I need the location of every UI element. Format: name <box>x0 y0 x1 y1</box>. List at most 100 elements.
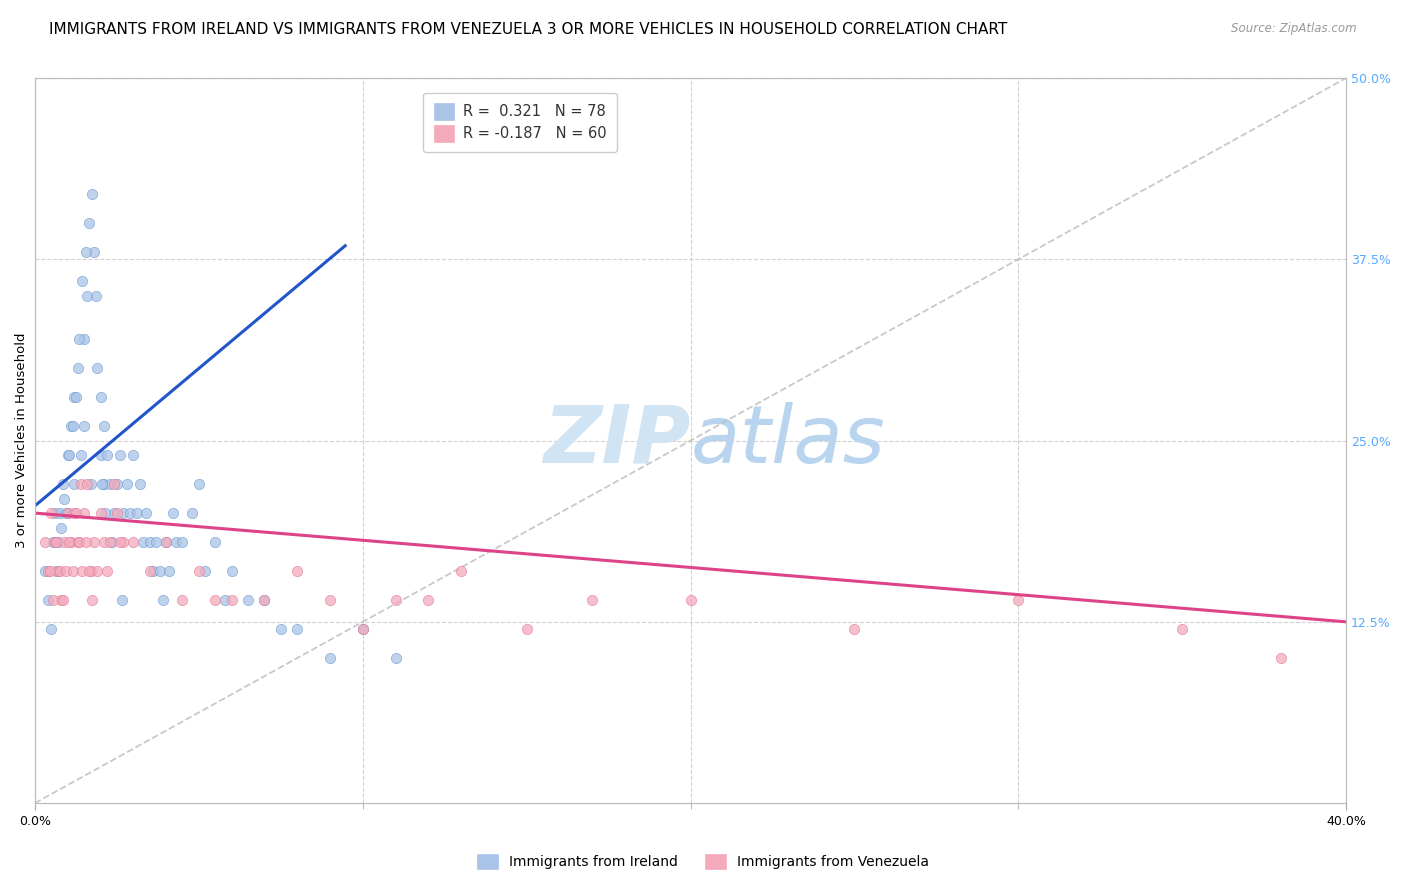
Point <box>94 506 117 520</box>
Point <box>73 419 96 434</box>
Text: atlas: atlas <box>690 401 886 480</box>
Point <box>172 535 194 549</box>
Point <box>105 506 128 520</box>
Point <box>34 564 56 578</box>
Point <box>65 506 87 520</box>
Point <box>46 564 69 578</box>
Point <box>112 535 135 549</box>
Text: ZIP: ZIP <box>543 401 690 480</box>
Point <box>101 535 124 549</box>
Point <box>72 274 94 288</box>
Point <box>679 593 702 607</box>
Point <box>221 593 243 607</box>
Point <box>162 506 184 520</box>
Point <box>112 506 135 520</box>
Point <box>155 535 177 549</box>
Point <box>86 361 108 376</box>
Point <box>83 245 105 260</box>
Point <box>108 535 131 549</box>
Point <box>516 622 538 636</box>
Point <box>285 622 308 636</box>
Point <box>236 593 259 607</box>
Point <box>187 477 209 491</box>
Point <box>56 448 79 462</box>
Point <box>91 477 114 491</box>
Point <box>41 506 63 520</box>
Point <box>128 477 150 491</box>
Point <box>115 477 138 491</box>
Point <box>96 564 118 578</box>
Point <box>105 477 128 491</box>
Point <box>148 564 170 578</box>
Point <box>418 593 440 607</box>
Point <box>84 288 107 302</box>
Point <box>56 506 79 520</box>
Point <box>155 535 177 549</box>
Point <box>352 622 374 636</box>
Text: Source: ZipAtlas.com: Source: ZipAtlas.com <box>1232 22 1357 36</box>
Legend: Immigrants from Ireland, Immigrants from Venezuela: Immigrants from Ireland, Immigrants from… <box>470 847 936 876</box>
Text: IMMIGRANTS FROM IRELAND VS IMMIGRANTS FROM VENEZUELA 3 OR MORE VEHICLES IN HOUSE: IMMIGRANTS FROM IRELAND VS IMMIGRANTS FR… <box>49 22 1008 37</box>
Point <box>37 593 59 607</box>
Point <box>63 390 86 404</box>
Point <box>319 651 342 665</box>
Point <box>111 593 134 607</box>
Point <box>63 506 86 520</box>
Point <box>65 390 87 404</box>
Point <box>79 477 101 491</box>
Point <box>204 593 226 607</box>
Legend: R =  0.321   N = 78, R = -0.187   N = 60: R = 0.321 N = 78, R = -0.187 N = 60 <box>423 93 617 152</box>
Point <box>132 535 155 549</box>
Point <box>204 535 226 549</box>
Point <box>45 564 67 578</box>
Point <box>82 186 104 201</box>
Point <box>45 535 67 549</box>
Point <box>37 564 59 578</box>
Point <box>89 390 111 404</box>
Point <box>62 419 84 434</box>
Point <box>66 535 89 549</box>
Point <box>125 506 148 520</box>
Point <box>108 448 131 462</box>
Point <box>89 448 111 462</box>
Point <box>96 448 118 462</box>
Point <box>194 564 217 578</box>
Point <box>46 535 69 549</box>
Point <box>221 564 243 578</box>
Point <box>55 564 77 578</box>
Point <box>93 535 115 549</box>
Point <box>253 593 276 607</box>
Point <box>38 564 60 578</box>
Point <box>844 622 866 636</box>
Point <box>89 506 111 520</box>
Point <box>53 491 76 506</box>
Point <box>48 506 70 520</box>
Point <box>75 245 97 260</box>
Point <box>55 506 77 520</box>
Point <box>319 593 342 607</box>
Point <box>172 593 194 607</box>
Point <box>67 535 90 549</box>
Point <box>384 593 406 607</box>
Point <box>285 564 308 578</box>
Point <box>41 622 63 636</box>
Point <box>98 535 121 549</box>
Point <box>51 593 73 607</box>
Point <box>187 564 209 578</box>
Point <box>52 477 75 491</box>
Point <box>103 506 125 520</box>
Point <box>56 506 79 520</box>
Point <box>450 564 472 578</box>
Point <box>384 651 406 665</box>
Point <box>270 622 292 636</box>
Point <box>66 361 89 376</box>
Point <box>59 419 82 434</box>
Point <box>44 506 66 520</box>
Point <box>77 564 100 578</box>
Point <box>138 535 160 549</box>
Point <box>98 477 121 491</box>
Point <box>122 448 145 462</box>
Y-axis label: 3 or more Vehicles in Household: 3 or more Vehicles in Household <box>15 333 28 549</box>
Point <box>52 593 75 607</box>
Point <box>75 535 97 549</box>
